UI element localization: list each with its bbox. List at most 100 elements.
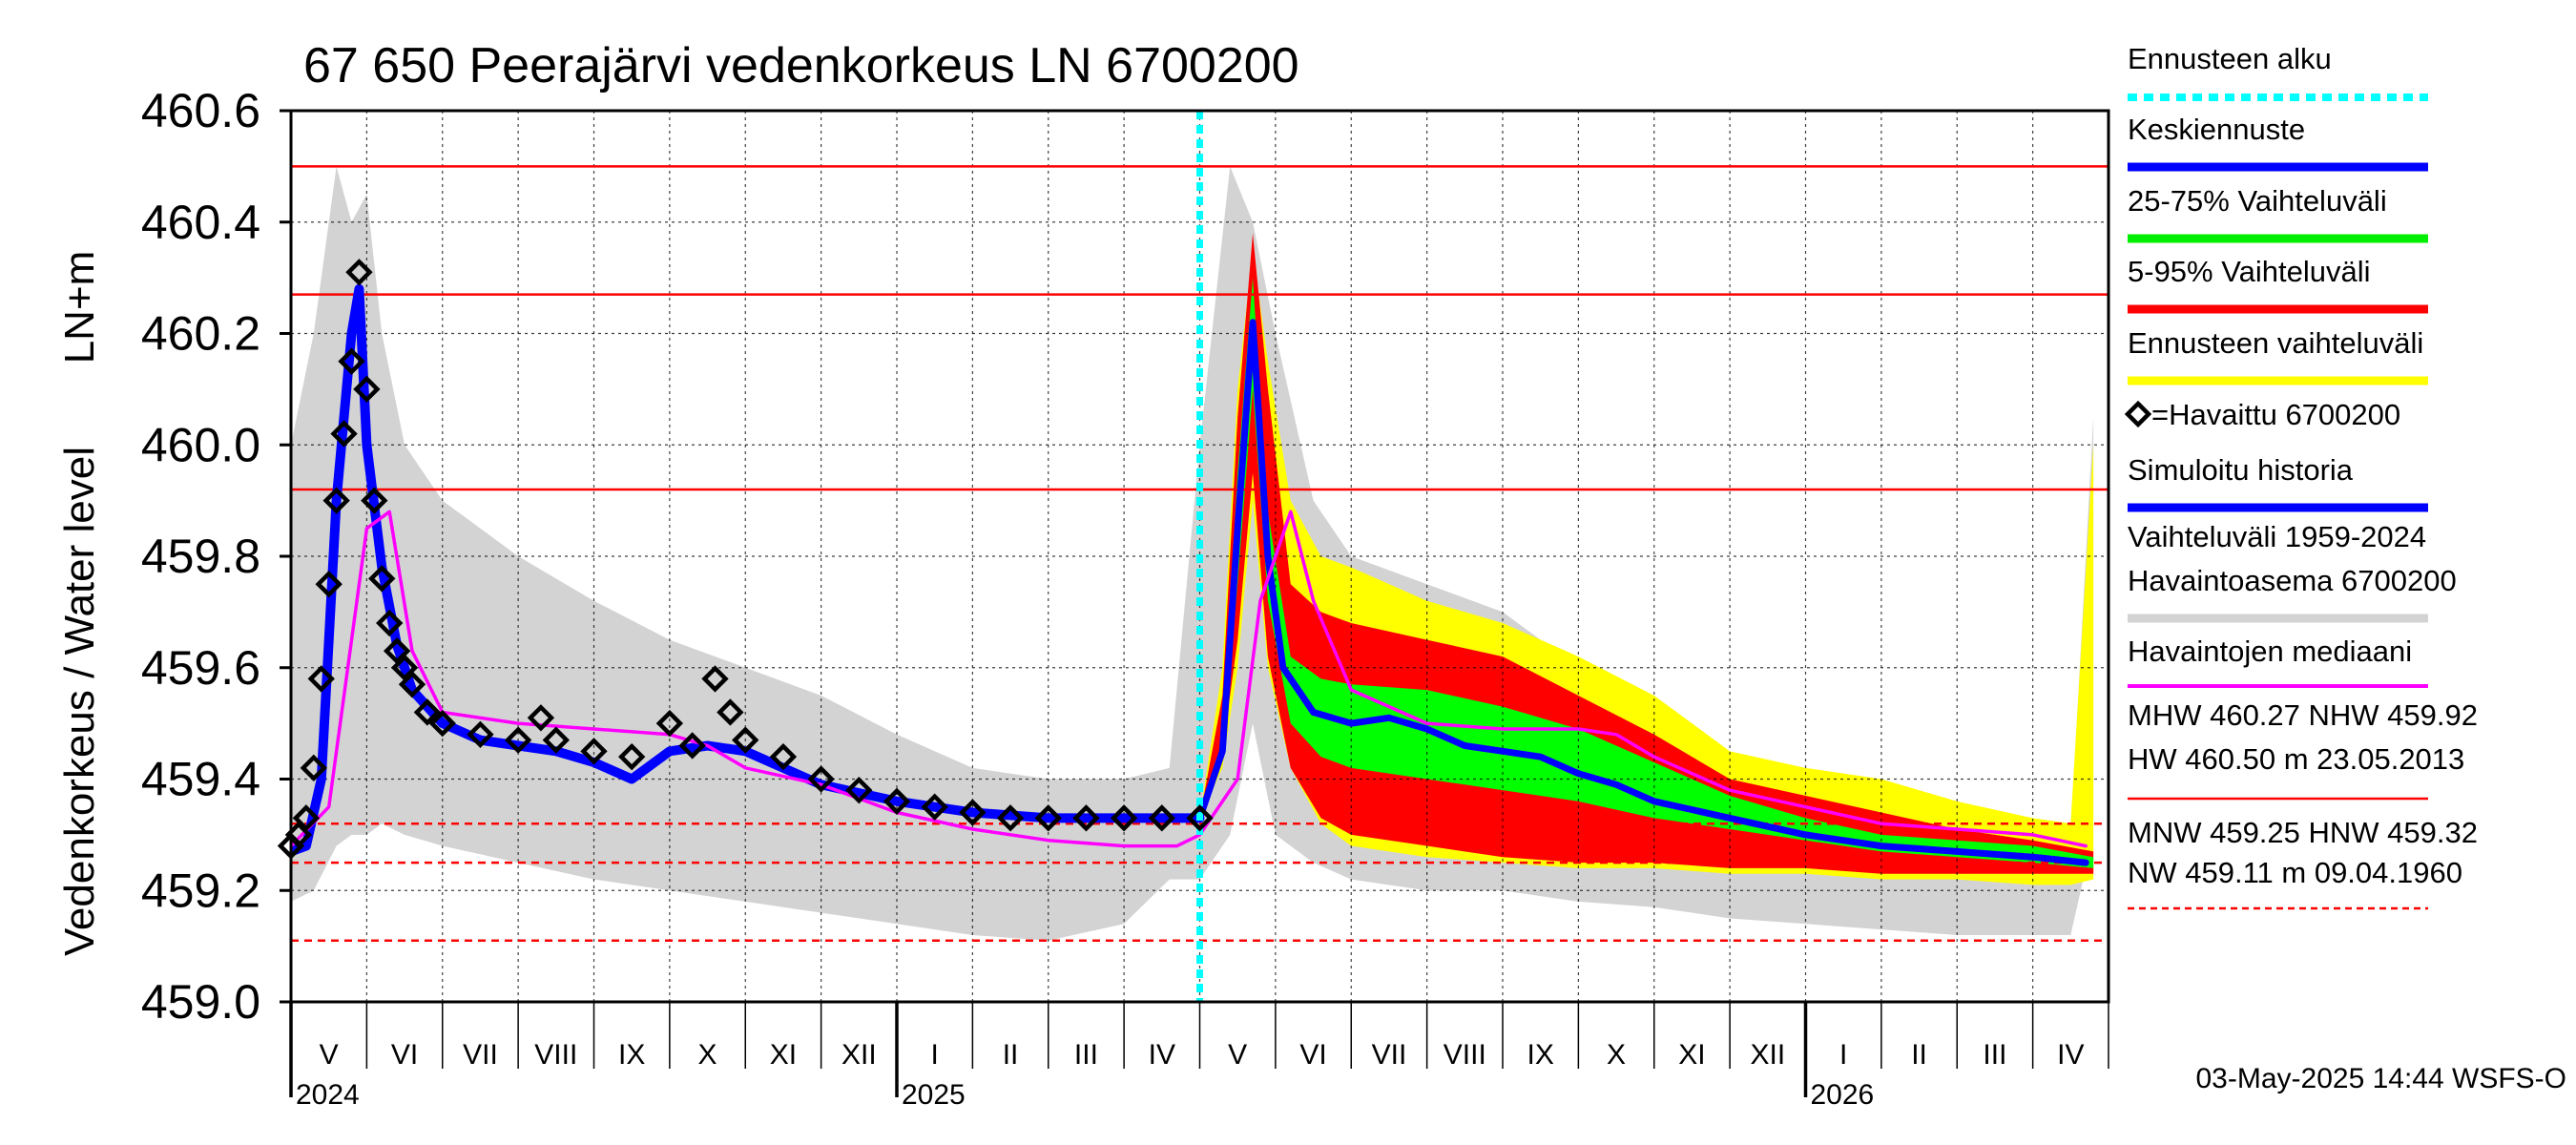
observed-point-26 — [678, 732, 706, 760]
legend-label-1: Keskiennuste — [2128, 113, 2305, 146]
month-label-15: VIII — [1444, 1039, 1486, 1071]
series-lines — [291, 111, 2089, 1002]
observed-markers — [277, 259, 1214, 860]
observed-point-6 — [322, 487, 350, 514]
observed-point-23 — [580, 738, 608, 765]
y-tick-label-5: 460.0 — [141, 418, 260, 471]
month-label-2: VII — [463, 1039, 498, 1071]
y-tick-label-4: 459.8 — [141, 530, 260, 583]
observed-point-27 — [701, 665, 729, 693]
legend-label-10: MNW 459.25 HNW 459.32 — [2128, 816, 2478, 849]
legend-label-7: Vaihteluväli 1959-2024 — [2128, 520, 2426, 553]
observed-point-33 — [883, 787, 911, 816]
year-label-1: 2025 — [902, 1079, 966, 1111]
observed-point-24 — [618, 742, 646, 771]
observed-point-32 — [845, 776, 873, 804]
observed-point-12 — [368, 565, 396, 593]
observed-point-2 — [292, 804, 321, 832]
legend-label-2: 25-75% Vaihteluväli — [2128, 184, 2387, 218]
observed-point-21 — [527, 704, 555, 732]
legend-label-3: 5-95% Vaihteluväli — [2128, 255, 2370, 288]
observed-point-18 — [428, 709, 456, 738]
series-simulated — [291, 283, 1205, 857]
observed-point-28 — [717, 698, 744, 726]
observed-point-8 — [338, 347, 365, 375]
observed-point-34 — [921, 793, 948, 821]
legend-label-8: Havaintojen mediaani — [2128, 635, 2412, 668]
month-label-7: XII — [841, 1039, 877, 1071]
observed-point-3 — [300, 754, 327, 782]
month-label-6: XI — [770, 1039, 797, 1071]
month-label-20: I — [1839, 1039, 1847, 1071]
month-label-17: X — [1607, 1039, 1626, 1071]
timestamp-label: 03-May-2025 14:44 WSFS-O — [2196, 1063, 2567, 1094]
observed-point-29 — [732, 726, 759, 754]
month-label-9: II — [1003, 1039, 1019, 1071]
month-label-21: II — [1911, 1039, 1927, 1071]
y-tick-label-3: 459.6 — [141, 641, 260, 695]
year-label-0: 2024 — [296, 1079, 360, 1111]
observed-point-19 — [467, 720, 494, 748]
month-label-14: VII — [1372, 1039, 1407, 1071]
y-tick-label-7: 460.4 — [141, 196, 260, 249]
legend-label-6: Simuloitu historia — [2128, 453, 2354, 487]
month-label-16: IX — [1527, 1039, 1554, 1071]
observed-point-17 — [413, 698, 442, 726]
legend-label2-7: Havaintoasema 6700200 — [2128, 564, 2457, 597]
observed-point-7 — [330, 420, 358, 448]
observed-point-41 — [1186, 804, 1214, 832]
observed-point-5 — [315, 571, 343, 598]
observed-point-4 — [307, 665, 335, 693]
month-label-11: IV — [1149, 1039, 1175, 1071]
month-label-0: V — [320, 1039, 339, 1071]
month-label-8: I — [931, 1039, 939, 1071]
legend-diamond — [2124, 400, 2152, 428]
month-label-10: III — [1074, 1039, 1098, 1071]
month-label-3: VIII — [534, 1039, 577, 1071]
y-tick-label-2: 459.4 — [141, 753, 260, 806]
legend-label-4: Ennusteen vaihteluväli — [2128, 326, 2423, 360]
observed-point-40 — [1148, 804, 1175, 832]
legend-label-9: MHW 460.27 NHW 459.92 — [2128, 698, 2478, 732]
legend: Ennusteen alku Keskiennuste 25-75% Vaihtel… — [2124, 42, 2478, 910]
series-forecast_median — [1196, 319, 2089, 866]
y-tick-label-8: 460.6 — [141, 84, 260, 137]
observed-point-11 — [361, 487, 388, 514]
legend-label2-9: HW 460.50 m 23.05.2013 — [2128, 742, 2464, 776]
observed-point-25 — [655, 709, 684, 738]
axes: 459.0 459.2 459.4 459.6 459.8 460.0 460.2 460.4… — [141, 84, 2110, 1111]
observed-point-10 — [353, 375, 381, 404]
observed-point-13 — [376, 609, 404, 637]
month-label-4: IX — [618, 1039, 645, 1071]
month-label-18: XI — [1678, 1039, 1705, 1071]
legend-label-5: =Havaittu 6700200 — [2151, 398, 2400, 431]
observed-point-36 — [996, 804, 1025, 832]
observed-point-9 — [345, 259, 373, 286]
legend-label-0: Ennusteen alku — [2128, 42, 2332, 75]
month-label-12: V — [1228, 1039, 1247, 1071]
y-tick-label-1: 459.2 — [141, 864, 260, 917]
observed-point-39 — [1110, 804, 1138, 832]
y-tick-label-0: 459.0 — [141, 975, 260, 1029]
month-label-5: X — [698, 1039, 717, 1071]
observed-point-37 — [1034, 804, 1062, 832]
y-axis-unit-label: LN+m — [56, 251, 103, 364]
month-label-19: XII — [1750, 1039, 1785, 1071]
chart-title: 67 650 Peerajärvi vedenkorkeus LN 670020… — [303, 38, 1299, 94]
observed-point-30 — [769, 742, 798, 771]
series-median — [291, 510, 2088, 848]
observed-point-14 — [383, 637, 411, 665]
observed-point-22 — [542, 726, 570, 754]
observed-point-20 — [504, 726, 532, 754]
y-tick-label-6: 460.2 — [141, 307, 260, 361]
observed-point-38 — [1072, 804, 1100, 832]
month-label-1: VI — [391, 1039, 418, 1071]
observed-point-31 — [807, 765, 835, 793]
year-label-2: 2026 — [1811, 1079, 1875, 1111]
month-label-22: III — [1983, 1039, 2006, 1071]
month-label-23: IV — [2057, 1039, 2084, 1071]
y-axis-label: Vedenkorkeus / Water level — [56, 447, 103, 956]
month-label-13: VI — [1299, 1039, 1326, 1071]
observed-point-15 — [390, 654, 419, 681]
